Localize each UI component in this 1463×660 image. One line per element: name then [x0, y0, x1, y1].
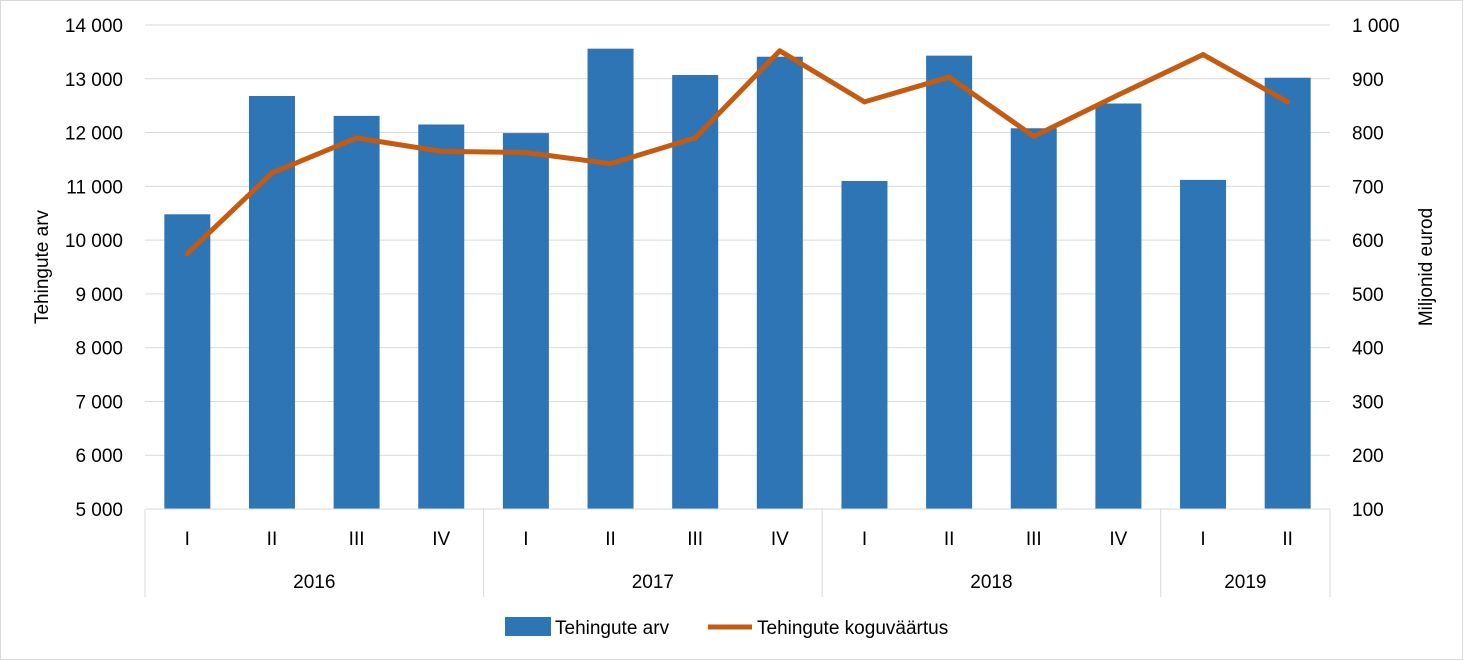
left-tick-label: 13 000: [65, 70, 123, 91]
left-tick-label: 12 000: [65, 124, 123, 145]
right-axis-title: Miljonid eurod: [1416, 208, 1437, 326]
left-tick-label: 8 000: [75, 339, 123, 360]
left-tick-label: 9 000: [75, 285, 123, 306]
quarter-label: I: [1200, 529, 1205, 550]
quarter-label: II: [605, 529, 616, 550]
bar: [926, 55, 973, 510]
quarter-label: II: [944, 529, 955, 550]
line-point: [692, 135, 698, 141]
year-label: 2017: [632, 572, 674, 593]
line-point: [354, 135, 360, 141]
quarter-label: I: [523, 529, 528, 550]
legend-swatch-tehingute-arv: [505, 617, 551, 636]
right-tick-label: 700: [1352, 177, 1384, 198]
right-tick-label: 300: [1352, 392, 1384, 413]
line-point: [523, 149, 529, 155]
left-tick-label: 10 000: [65, 231, 123, 252]
left-tick-label: 11 000: [66, 177, 123, 198]
left-tick-label: 5 000: [75, 500, 123, 521]
year-label: 2019: [1224, 572, 1266, 593]
quarter-label: II: [267, 529, 278, 550]
bar: [756, 56, 803, 510]
line-point: [1031, 133, 1037, 139]
right-tick-label: 200: [1352, 446, 1384, 467]
right-tick-label: 500: [1352, 285, 1384, 306]
line-series-tehingute-koguvaartus: [184, 48, 1291, 257]
right-tick-label: 100: [1352, 500, 1384, 521]
quarter-label: III: [1026, 529, 1042, 550]
line-point: [608, 161, 614, 167]
bar: [1264, 77, 1311, 510]
left-tick-label: 7 000: [75, 392, 123, 413]
bar: [248, 95, 295, 509]
bar: [164, 214, 211, 509]
bar: [1180, 179, 1227, 509]
line-point: [1200, 52, 1206, 58]
line-point: [184, 251, 190, 257]
line-point: [1115, 92, 1121, 98]
bar: [418, 124, 465, 509]
bar: [502, 133, 549, 510]
bar: [587, 48, 634, 509]
line-point: [269, 170, 275, 176]
quarter-label: III: [349, 529, 365, 550]
quarter-label: I: [862, 529, 867, 550]
line-point: [861, 99, 867, 105]
bar: [841, 180, 888, 509]
right-axis-tick-labels: 100 200 300 400 500 600 700 800 900 1 000: [1352, 16, 1400, 521]
left-axis-tick-labels: 5 000 6 000 7 000 8 000 9 000 10 000 11 000 12 …: [65, 16, 123, 521]
quarter-label: I: [185, 529, 190, 550]
quarter-label: II: [1282, 529, 1293, 550]
line-point: [946, 74, 952, 80]
bar: [672, 75, 719, 509]
quarter-label: IV: [432, 529, 450, 550]
right-tick-label: 1 000: [1352, 16, 1400, 37]
legend: Tehingute arv Tehingute koguväärtus: [505, 617, 948, 639]
line-point: [777, 48, 783, 54]
right-tick-label: 800: [1352, 124, 1384, 145]
series-line: [184, 48, 1291, 257]
legend-label-tehingute-arv: Tehingute arv: [555, 618, 670, 639]
left-tick-label: 6 000: [75, 446, 123, 467]
right-tick-label: 400: [1352, 339, 1384, 360]
quarter-label: IV: [771, 529, 789, 550]
year-label: 2016: [293, 572, 335, 593]
line-point: [1285, 99, 1291, 105]
left-axis-title: Tehingute arv: [32, 209, 53, 324]
year-label: 2018: [970, 572, 1012, 593]
bar: [1095, 103, 1142, 509]
quarter-label: IV: [1109, 529, 1127, 550]
line-point: [438, 148, 444, 154]
bar: [333, 115, 380, 509]
right-tick-label: 600: [1352, 231, 1384, 252]
right-tick-label: 900: [1352, 70, 1384, 91]
left-tick-label: 14 000: [65, 16, 123, 37]
bar: [1010, 128, 1057, 509]
bar-series-tehingute-arv: [164, 48, 1311, 510]
legend-label-tehingute-koguvaartus: Tehingute koguväärtus: [757, 618, 948, 639]
quarter-label: III: [687, 529, 703, 550]
